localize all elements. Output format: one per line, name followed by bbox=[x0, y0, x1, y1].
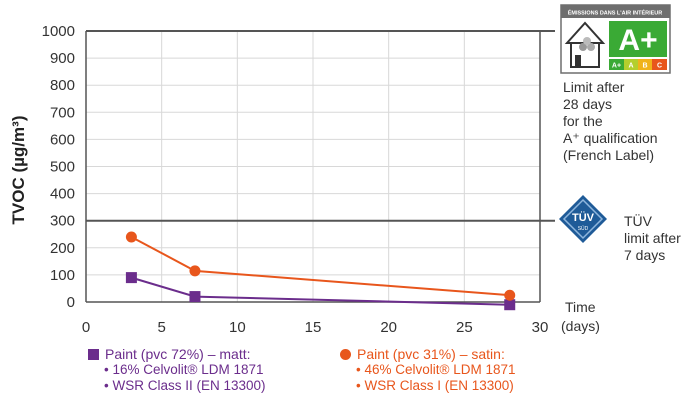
data-point-circle bbox=[189, 265, 201, 277]
series-line bbox=[130, 236, 510, 297]
x-axis-unit-label: (days) bbox=[561, 318, 600, 334]
data-point-square bbox=[125, 272, 137, 284]
y-ticks: 0 100 200 300 400 500 600 700 800 900 1000 bbox=[42, 23, 75, 311]
y-tick-label: 200 bbox=[50, 240, 75, 257]
x-ticks: 0 5 10 15 20 25 30 bbox=[82, 319, 549, 336]
y-tick-label: 700 bbox=[50, 104, 75, 121]
grid bbox=[86, 31, 540, 302]
legend-matt-item: • 16% Celvolit® LDM 1871 bbox=[104, 362, 264, 377]
french-note-line: A⁺ qualification bbox=[563, 130, 658, 146]
french-note-line: Limit after bbox=[563, 79, 625, 95]
y-tick-label: 1000 bbox=[42, 23, 75, 40]
legend-circle-marker bbox=[340, 348, 351, 360]
tuv-note-line: TÜV bbox=[624, 213, 652, 229]
x-tick-label: 20 bbox=[380, 319, 397, 336]
french-badge-scale-a-plus: A+ bbox=[612, 63, 621, 70]
tuv-sud-badge: TÜV SÜD bbox=[559, 195, 607, 243]
data-point-circle bbox=[504, 289, 516, 301]
x-tick-label: 25 bbox=[456, 319, 473, 336]
tuv-note-line: 7 days bbox=[624, 247, 666, 263]
data-point-square bbox=[189, 291, 201, 303]
french-badge-scale-a: A bbox=[628, 63, 633, 70]
series bbox=[125, 231, 516, 311]
y-tick-label: 500 bbox=[50, 159, 75, 176]
tuv-badge-text: TÜV bbox=[572, 211, 595, 224]
legend-satin-item: • 46% Celvolit® LDM 1871 bbox=[356, 362, 516, 377]
x-tick-label: 0 bbox=[82, 319, 90, 336]
legend-matt-item: • WSR Class II (EN 13300) bbox=[104, 378, 266, 393]
tuv-badge-sub: SÜD bbox=[578, 225, 589, 232]
y-tick-label: 800 bbox=[50, 77, 75, 94]
y-tick-label: 0 bbox=[67, 294, 75, 311]
y-axis-label: TVOC (µg/m³) bbox=[9, 116, 28, 225]
tuv-limit-note: TÜV limit after 7 days bbox=[624, 213, 681, 264]
data-point-square bbox=[504, 299, 516, 311]
legend-matt-title: Paint (pvc 72%) – matt: bbox=[105, 346, 251, 362]
french-label-note: Limit after 28 days for the A⁺ qualifica… bbox=[563, 79, 658, 164]
legend-satin-item: • WSR Class I (EN 13300) bbox=[356, 378, 514, 393]
y-tick-label: 400 bbox=[50, 186, 75, 203]
legend-square-marker bbox=[88, 348, 99, 360]
axes bbox=[85, 31, 541, 303]
french-note-line: (French Label) bbox=[563, 147, 655, 163]
french-badge-grade: A+ bbox=[618, 24, 657, 57]
x-tick-label: 30 bbox=[532, 319, 549, 336]
data-point-circle bbox=[125, 231, 137, 243]
house-icon bbox=[564, 21, 606, 68]
x-tick-label: 10 bbox=[229, 319, 246, 336]
legend-matt: Paint (pvc 72%) – matt: • 16% Celvolit® … bbox=[88, 346, 266, 394]
french-badge-header: ÉMISSIONS DANS L'AIR INTÉRIEUR bbox=[568, 9, 663, 17]
x-axis-time-label: Time bbox=[565, 299, 596, 315]
tuv-note-line: limit after bbox=[624, 230, 681, 246]
x-tick-label: 5 bbox=[157, 319, 165, 336]
french-badge-scale-b: B bbox=[642, 63, 647, 70]
french-note-line: 28 days bbox=[563, 96, 613, 112]
legend-satin: Paint (pvc 31%) – satin: • 46% Celvolit®… bbox=[340, 346, 516, 394]
y-tick-label: 300 bbox=[50, 213, 75, 230]
french-badge-scale-c: C bbox=[657, 63, 662, 70]
legend-satin-title: Paint (pvc 31%) – satin: bbox=[357, 346, 505, 362]
french-emission-label-badge: ÉMISSIONS DANS L'AIR INTÉRIEUR A+ A+ A B… bbox=[560, 4, 671, 74]
y-tick-label: 100 bbox=[50, 267, 75, 284]
french-note-line: for the bbox=[563, 113, 603, 129]
y-tick-label: 600 bbox=[50, 131, 75, 148]
reference-lines bbox=[86, 30, 555, 222]
x-tick-label: 15 bbox=[305, 319, 322, 336]
y-tick-label: 900 bbox=[50, 50, 75, 67]
